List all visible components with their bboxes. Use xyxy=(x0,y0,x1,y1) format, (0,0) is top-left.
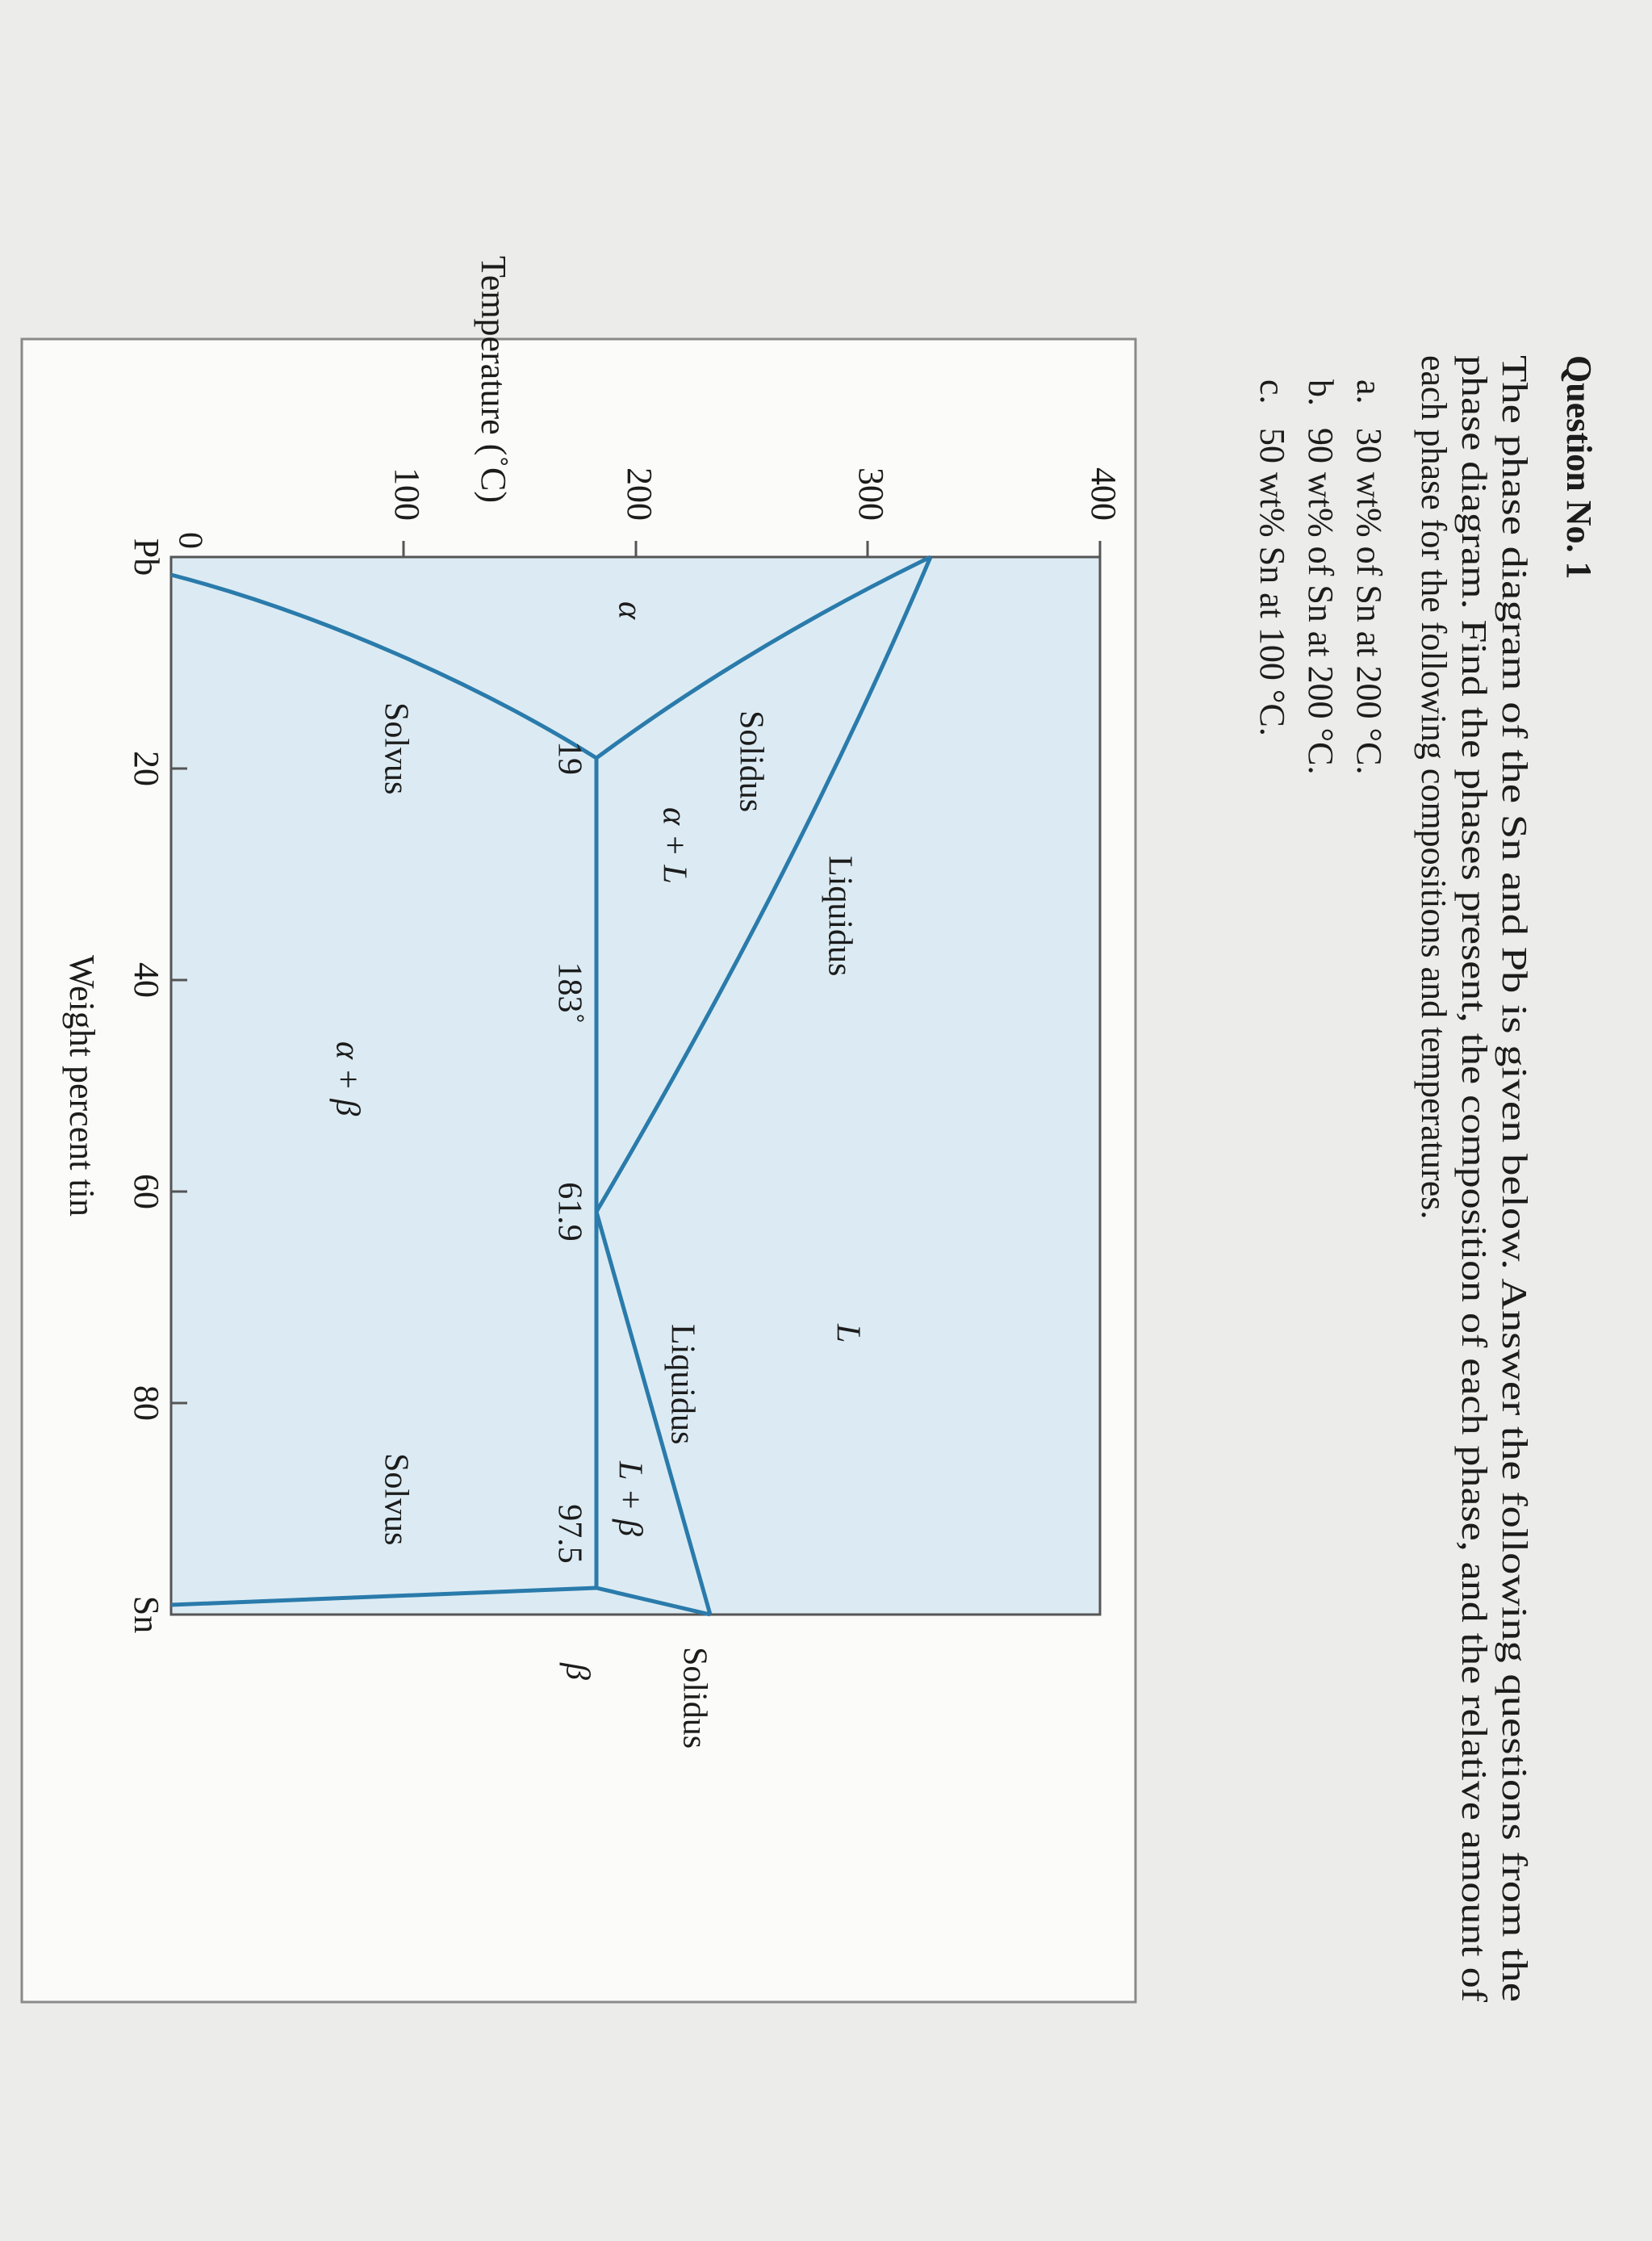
y-tick-label: 0 xyxy=(171,532,208,549)
point-label: 19 xyxy=(550,741,588,775)
liquidus-left xyxy=(594,556,933,1213)
question-title: Question No. 1 xyxy=(1559,355,1599,579)
y-tick-label: 400 xyxy=(1084,467,1123,521)
phase-label: L xyxy=(829,1323,866,1343)
solvus-left xyxy=(170,572,598,760)
x-tick-label: Sn xyxy=(127,1596,166,1633)
solidus-right xyxy=(596,1585,711,1617)
phase-label: α xyxy=(611,601,648,620)
solvus-right xyxy=(170,1585,597,1607)
curve-label: Solvus xyxy=(377,1453,414,1545)
item-marker: b. xyxy=(1301,379,1340,406)
point-label: 183˚ xyxy=(550,962,588,1024)
y-tick-label: 100 xyxy=(387,467,427,521)
x-tick-label: Pb xyxy=(127,538,166,576)
question-line: each phase for the following composition… xyxy=(1414,355,1453,1219)
curve-label: Solidus xyxy=(732,710,769,812)
y-tick-label: 200 xyxy=(620,467,659,521)
x-tick-label: 20 xyxy=(127,751,166,786)
solidus-left xyxy=(595,555,932,760)
item-marker: c. xyxy=(1253,379,1292,404)
phase-label: β xyxy=(558,1662,596,1680)
item-marker: a. xyxy=(1349,379,1389,404)
liquidus-right xyxy=(594,1211,713,1615)
ticks xyxy=(171,541,1102,1405)
item-text: 90 wt% of Sn at 200 °C. xyxy=(1301,428,1340,774)
phase-label: α + L xyxy=(655,807,692,884)
point-label: 61.9 xyxy=(550,1182,588,1242)
point-label: 97.5 xyxy=(550,1504,588,1564)
y-tick-label: 300 xyxy=(851,467,891,521)
y-axis-title: Temperature (˚C) xyxy=(474,256,513,503)
phase-boundaries xyxy=(170,555,933,1617)
curve-label: Solidus xyxy=(675,1647,713,1749)
x-tick-label: 80 xyxy=(127,1385,166,1421)
question-line: The phase diagram of the Sn and Pb is gi… xyxy=(1495,355,1534,2002)
item-text: 50 wt% Sn at 100 °C. xyxy=(1253,428,1292,736)
question-line: phase diagram. Find the phases present, … xyxy=(1454,355,1494,2002)
curve-label: Liquidus xyxy=(663,1324,701,1444)
plot-area xyxy=(169,555,1102,1616)
phase-label: α + β xyxy=(328,1041,366,1116)
item-text: 30 wt% of Sn at 200 °C. xyxy=(1349,428,1389,774)
curve-label: Solvus xyxy=(377,702,414,794)
x-tick-label: 40 xyxy=(127,962,166,998)
phase-label: L + β xyxy=(611,1460,648,1536)
x-axis-title: Weight percent tin xyxy=(62,955,102,1217)
curve-label: Liquidus xyxy=(821,856,858,976)
x-tick-label: 60 xyxy=(127,1174,166,1209)
